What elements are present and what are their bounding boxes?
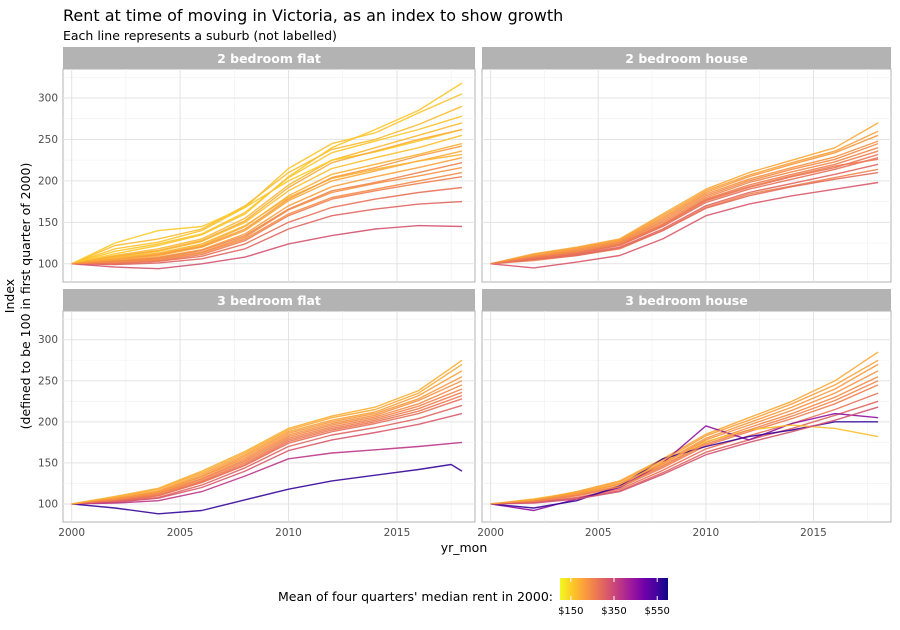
series-line bbox=[71, 150, 463, 265]
x-tick-label: 2015 bbox=[800, 527, 827, 539]
series-line bbox=[490, 147, 879, 265]
panel-series bbox=[490, 122, 879, 269]
series-line bbox=[71, 441, 463, 505]
series-line bbox=[71, 394, 463, 505]
panel-strip-label: 3 bedroom house bbox=[625, 293, 747, 308]
series-line bbox=[490, 130, 879, 265]
series-line bbox=[71, 115, 463, 265]
y-axis-label-line1: Index bbox=[2, 279, 17, 313]
series-line bbox=[71, 93, 463, 265]
chart-subtitle: Each line represents a suburb (not label… bbox=[63, 28, 337, 43]
series-line bbox=[490, 380, 879, 505]
legend-colorbar bbox=[560, 578, 668, 600]
y-tick-label: 100 bbox=[38, 498, 58, 510]
series-line bbox=[71, 463, 463, 515]
panel-series bbox=[71, 82, 463, 270]
panel-strip bbox=[63, 289, 475, 311]
y-tick-label: 200 bbox=[38, 175, 58, 187]
series-line bbox=[490, 400, 879, 505]
series-line bbox=[71, 186, 463, 265]
series-line bbox=[71, 404, 463, 505]
series-line bbox=[71, 128, 463, 265]
series-line bbox=[71, 153, 463, 265]
series-line bbox=[71, 224, 463, 270]
series-line bbox=[71, 412, 463, 505]
panel-1: 2 bedroom flat 100 150 200 250 300 bbox=[38, 47, 476, 283]
panel-series bbox=[490, 351, 879, 512]
series-line bbox=[71, 359, 463, 505]
series-line bbox=[490, 122, 879, 265]
x-axis-label: yr_mon bbox=[441, 540, 488, 555]
chart-title: Rent at time of moving in Victoria, as a… bbox=[63, 6, 563, 25]
legend-tick-label: $550 bbox=[644, 606, 669, 617]
y-tick-label: 200 bbox=[38, 416, 58, 428]
y-tick-label: 150 bbox=[38, 217, 58, 229]
x-tick-label: 2010 bbox=[275, 527, 302, 539]
panels: 2 bedroom flat 100 150 200 250 300 2 bedroom h… bbox=[38, 47, 892, 539]
y-tick-label: 250 bbox=[38, 134, 58, 146]
panel-4: 3 bedroom house 2000 2005 2010 2015 bbox=[477, 289, 892, 539]
panel-strip bbox=[63, 47, 475, 69]
series-line bbox=[71, 145, 463, 265]
legend-tick-label: $350 bbox=[601, 606, 626, 617]
series-line bbox=[490, 140, 879, 265]
y-tick-label: 250 bbox=[38, 375, 58, 387]
panel-2: 2 bedroom house bbox=[481, 47, 892, 283]
series-line bbox=[71, 162, 463, 265]
series-line bbox=[490, 370, 879, 505]
x-tick-label: 2005 bbox=[167, 527, 194, 539]
series-line bbox=[490, 359, 879, 505]
panel-strip-label: 3 bedroom flat bbox=[217, 293, 321, 308]
y-tick-label: 300 bbox=[38, 334, 58, 346]
panel-strip-label: 2 bedroom house bbox=[625, 51, 747, 66]
y-tick-label: 300 bbox=[38, 93, 58, 105]
series-line bbox=[71, 388, 463, 505]
y-tick-label: 100 bbox=[38, 258, 58, 270]
series-line bbox=[71, 122, 463, 265]
series-line bbox=[490, 181, 879, 269]
panel-strip bbox=[482, 47, 891, 69]
series-line bbox=[490, 158, 879, 265]
x-tick-label: 2015 bbox=[384, 527, 411, 539]
y-axis-label-line2: (defined to be 100 in first quarter of 2… bbox=[18, 163, 33, 430]
series-line bbox=[71, 200, 463, 266]
panel-plot-area bbox=[62, 310, 476, 523]
series-line bbox=[71, 363, 463, 505]
series-line bbox=[71, 105, 463, 265]
panel-strip-label: 2 bedroom flat bbox=[217, 51, 321, 66]
legend: Mean of four quarters' median rent in 20… bbox=[278, 578, 670, 617]
series-line bbox=[71, 134, 463, 265]
series-line bbox=[71, 176, 463, 265]
panel-3: 3 bedroom flat 100 150 200 250 300 2000 2005 201… bbox=[38, 289, 476, 539]
series-line bbox=[490, 171, 879, 265]
panel-grid bbox=[482, 69, 891, 282]
x-tick-label: 2000 bbox=[58, 527, 85, 539]
y-tick-label: 150 bbox=[38, 457, 58, 469]
x-tick-label: 2010 bbox=[693, 527, 720, 539]
series-line bbox=[490, 134, 879, 265]
panel-strip bbox=[482, 289, 891, 311]
x-tick-label: 2000 bbox=[477, 527, 504, 539]
series-line bbox=[71, 370, 463, 505]
series-line bbox=[71, 380, 463, 505]
legend-title: Mean of four quarters' median rent in 20… bbox=[278, 589, 553, 604]
series-line bbox=[490, 406, 879, 505]
panel-plot-area bbox=[481, 68, 892, 283]
series-line bbox=[71, 171, 463, 265]
x-tick-label: 2005 bbox=[585, 527, 612, 539]
panel-grid bbox=[63, 311, 475, 522]
legend-tick-label: $150 bbox=[558, 606, 583, 617]
panel-series bbox=[71, 359, 463, 515]
